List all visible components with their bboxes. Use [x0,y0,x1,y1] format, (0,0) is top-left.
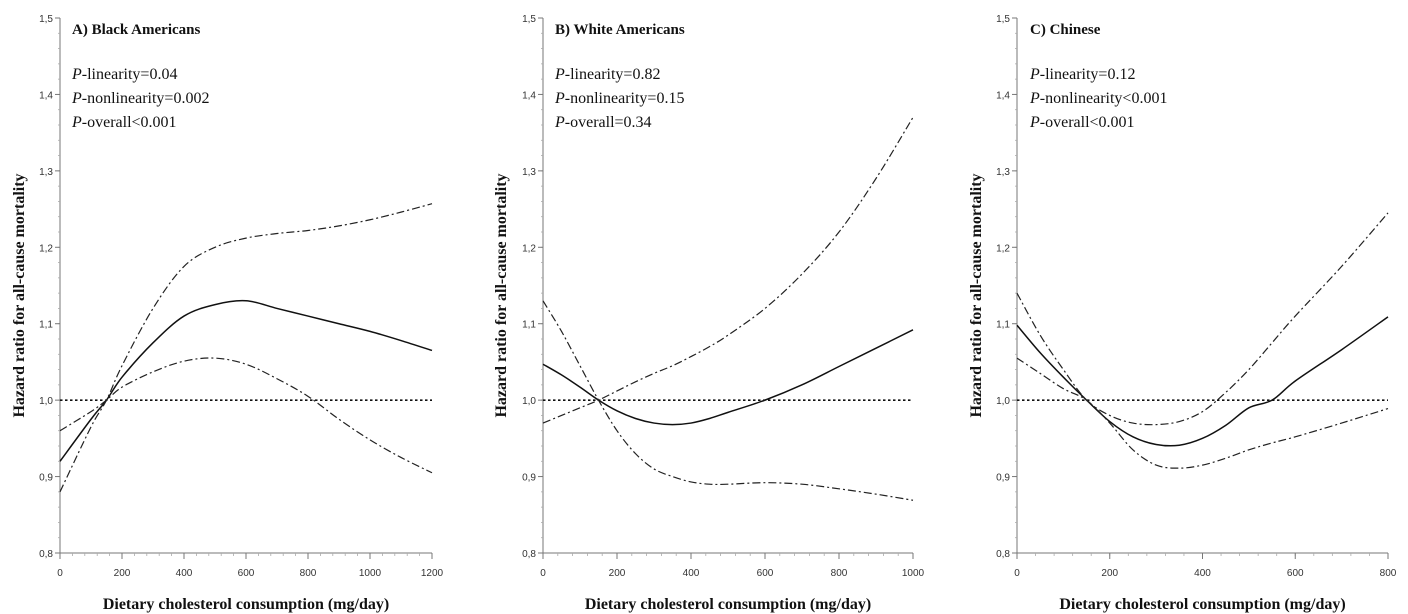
y-tick-label: 1,5 [522,14,536,25]
x-tick-label: 800 [831,568,848,579]
ci-lower-line [542,300,914,501]
p-value-annotation: P-nonlinearity=0.15 [554,90,684,107]
chart-panel-2: 0,8 0,9 1,0 1,1 1,2 1,3 1,4 1,5 0 200 400 600 800 100… [493,14,925,613]
x-axis-title: Dietary cholesterol consumption (mg/day) [1059,596,1345,613]
p-value-annotation: P-linearity=0.82 [554,66,660,83]
y-axis-title: Hazard ratio for all-cause mortality [968,173,985,417]
x-tick-label: 800 [1380,568,1397,579]
y-tick-label: 1,1 [996,320,1010,331]
panel-title: C) Chinese [1030,22,1101,38]
y-tick-label: 1,0 [39,396,53,407]
y-tick-label: 0,8 [522,549,536,560]
x-tick-label: 0 [1014,568,1020,579]
x-tick-label: 200 [609,568,626,579]
chart-panel-1: 0,8 0,9 1,0 1,1 1,2 1,3 1,4 1,5 0 200 400 600 800 100… [11,14,444,613]
chart-panel-3: 0,8 0,9 1,0 1,1 1,2 1,3 1,4 1,5 0 200 400 600 800 C) … [968,14,1397,613]
ci-lower-line [1016,357,1389,469]
y-tick-label: 1,4 [996,90,1010,101]
x-tick-label: 1000 [902,568,925,579]
x-tick-label: 1000 [359,568,382,579]
ci-upper-line [542,117,914,424]
hazard-ratio-line [542,329,914,426]
y-tick-label: 0,8 [39,549,53,560]
x-tick-label: 200 [1101,568,1118,579]
ci-upper-line [1016,212,1389,426]
x-tick-label: 400 [683,568,700,579]
y-tick-label: 1,4 [522,90,536,101]
y-tick-label: 0,9 [39,473,53,484]
y-axis-title: Hazard ratio for all-cause mortality [493,173,510,417]
ci-lower-line [59,357,433,474]
p-value-annotation: P-nonlinearity<0.001 [1029,90,1167,107]
x-tick-label: 0 [57,568,63,579]
y-tick-label: 1,2 [522,243,536,254]
x-tick-label: 600 [1287,568,1304,579]
p-value-annotation: P-overall=0.34 [554,114,652,131]
ci-upper-line [59,203,433,493]
y-axis-title: Hazard ratio for all-cause mortality [11,173,28,417]
panel-title: B) White Americans [555,22,685,38]
x-tick-label: 400 [1194,568,1211,579]
x-tick-label: 1200 [421,568,444,579]
x-tick-label: 400 [176,568,193,579]
x-tick-label: 600 [757,568,774,579]
y-tick-label: 0,8 [996,549,1010,560]
x-tick-label: 600 [238,568,255,579]
y-tick-label: 1,5 [996,14,1010,25]
y-tick-label: 1,3 [522,167,536,178]
x-tick-label: 200 [114,568,131,579]
p-value-annotation: P-overall<0.001 [1029,114,1135,131]
x-tick-label: 0 [540,568,546,579]
hazard-ratio-line [1016,316,1389,447]
y-tick-label: 0,9 [522,473,536,484]
y-tick-label: 1,5 [39,14,53,25]
y-tick-label: 1,1 [522,320,536,331]
y-tick-label: 1,3 [39,167,53,178]
x-axis-title: Dietary cholesterol consumption (mg/day) [103,596,389,613]
y-tick-label: 1,2 [996,243,1010,254]
y-tick-label: 1,3 [996,167,1010,178]
y-tick-label: 1,2 [39,243,53,254]
y-tick-label: 0,9 [996,473,1010,484]
p-value-annotation: P-overall<0.001 [71,114,177,131]
x-axis-title: Dietary cholesterol consumption (mg/day) [585,596,871,613]
x-tick-label: 800 [300,568,317,579]
y-tick-label: 1,0 [996,396,1010,407]
panel-title: A) Black Americans [72,22,200,38]
p-value-annotation: P-linearity=0.12 [1029,66,1135,83]
y-tick-label: 1,1 [39,320,53,331]
y-tick-label: 1,0 [522,396,536,407]
hazard-ratio-line [59,299,433,462]
p-value-annotation: P-nonlinearity=0.002 [71,90,209,107]
y-tick-label: 1,4 [39,90,53,101]
p-value-annotation: P-linearity=0.04 [71,66,177,83]
